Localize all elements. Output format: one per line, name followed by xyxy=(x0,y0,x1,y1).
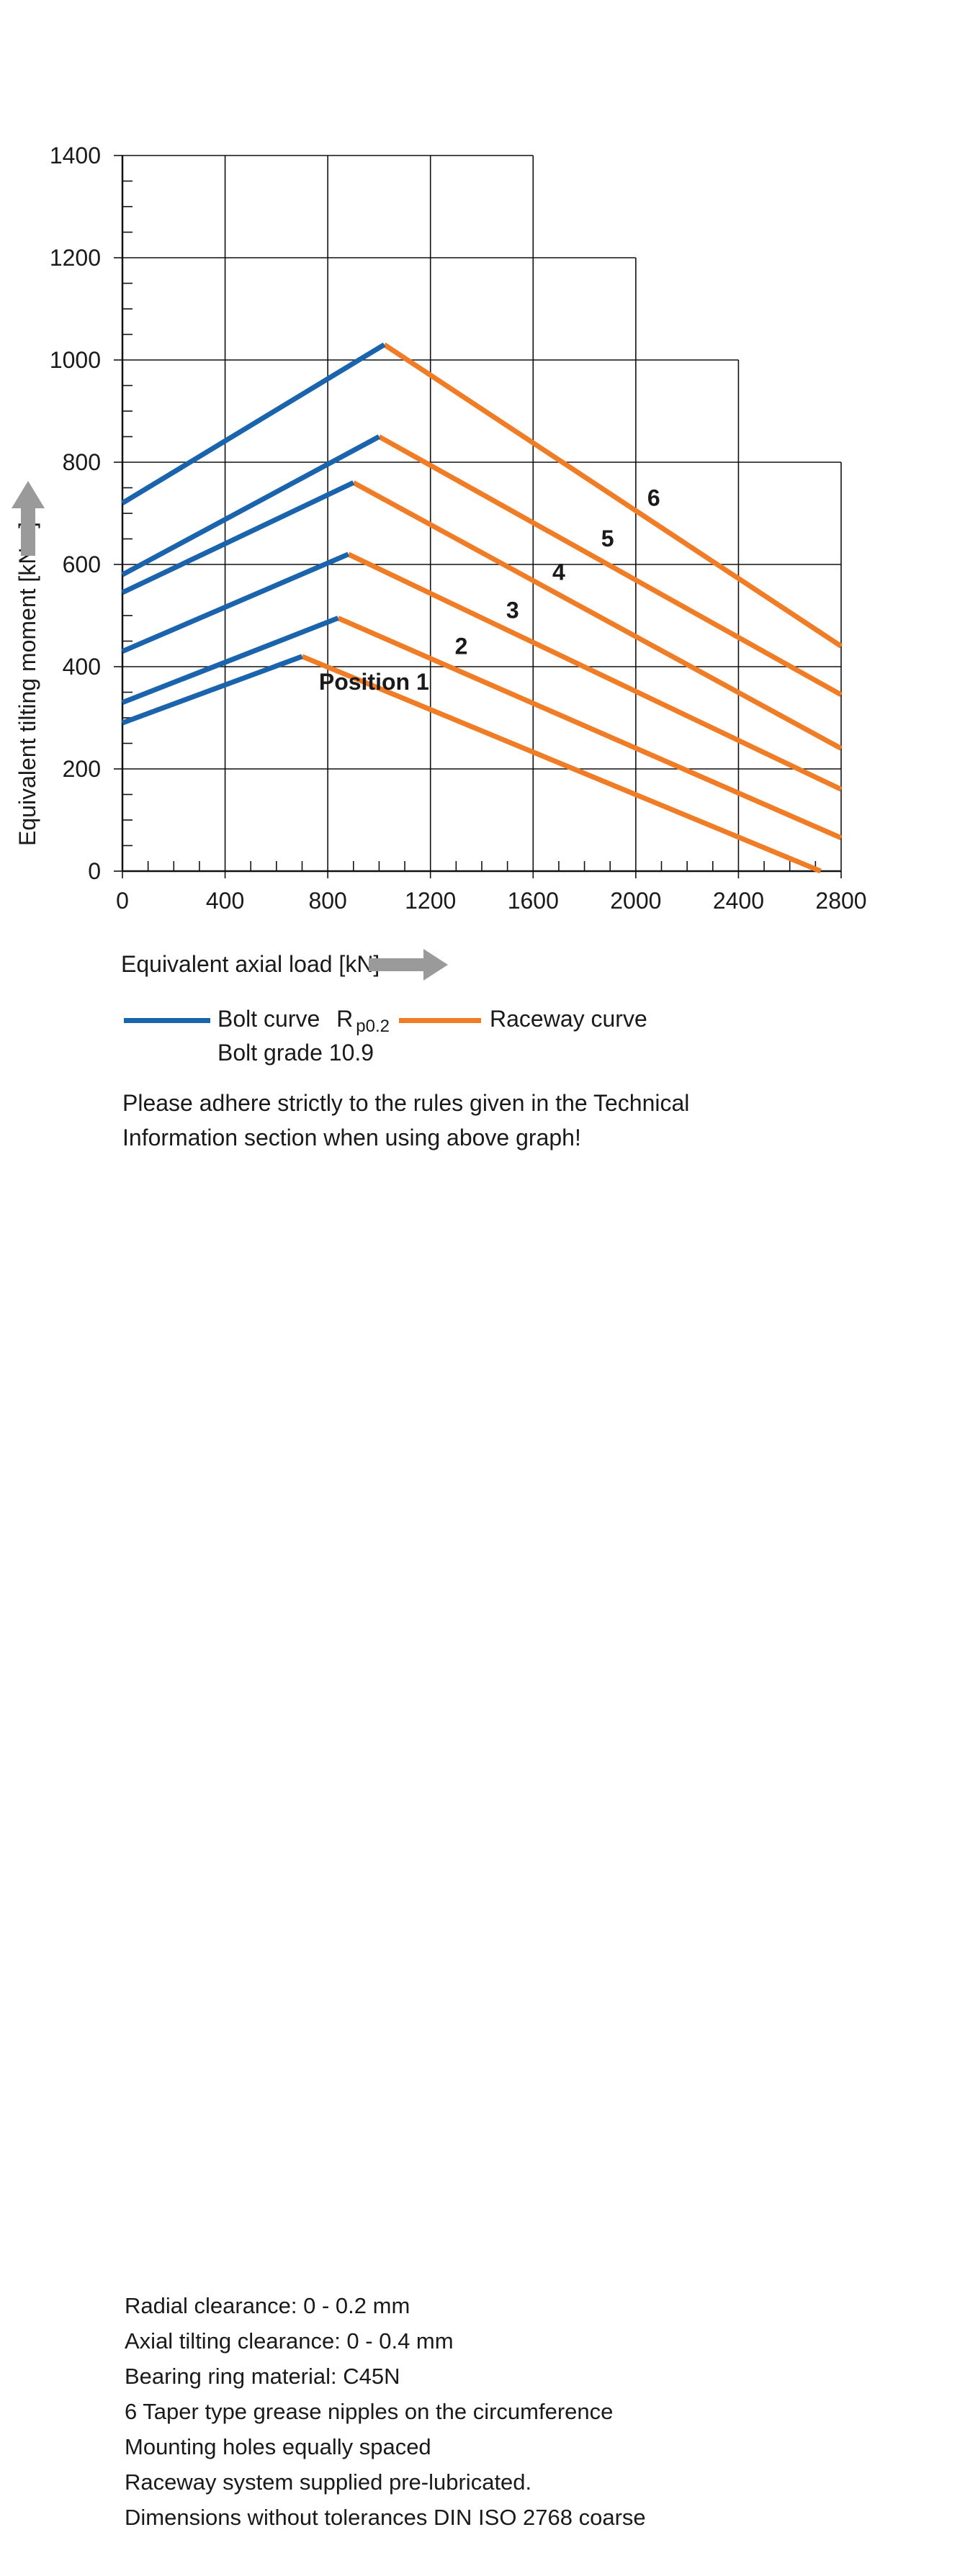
curve-label: 4 xyxy=(552,559,565,585)
usage-note: Please adhere strictly to the rules give… xyxy=(122,1086,689,1155)
y-tick-label: 0 xyxy=(88,858,101,884)
legend-bolt-grade: Bolt grade 10.9 xyxy=(217,1040,374,1066)
raceway-curve xyxy=(377,434,843,698)
raceway-curve xyxy=(382,342,843,649)
legend-raceway-label: Raceway curve xyxy=(490,1006,647,1032)
spec-item: Bearing ring material: C45N xyxy=(125,2364,400,2389)
y-tick-label: 800 xyxy=(63,449,101,475)
bolt-curve xyxy=(121,480,355,595)
spec-item: Radial clearance: 0 - 0.2 mm xyxy=(125,2293,410,2318)
raceway-curve xyxy=(301,654,822,874)
x-tick-label: 2800 xyxy=(815,888,866,914)
y-tick-label: 1400 xyxy=(50,143,101,168)
curve-label: 5 xyxy=(601,526,614,551)
x-tick-label: 400 xyxy=(206,888,244,914)
x-tick-label: 2000 xyxy=(610,888,661,914)
legend-raceway-swatch xyxy=(399,1018,481,1023)
tick-labels: 0 400 800 1200 1600 2000 2400 2800 0 200 400 600 800… xyxy=(50,143,867,914)
legend-bolt-subscript: p0.2 xyxy=(356,1017,390,1037)
y-tick-label: 200 xyxy=(63,756,101,782)
curve-labels: Position 1 2 3 4 5 6 xyxy=(319,485,660,695)
legend-bolt-swatch xyxy=(124,1018,210,1023)
axis-titles: Equivalent tilting moment [kNm] Equivale… xyxy=(14,522,380,977)
spec-item: Raceway system supplied pre-lubricated. xyxy=(125,2469,532,2495)
curve-label: 2 xyxy=(455,633,468,659)
y-tick-label: 400 xyxy=(63,654,101,680)
x-tick-label: 800 xyxy=(308,888,346,914)
spec-item: Axial tilting clearance: 0 - 0.4 mm xyxy=(125,2328,454,2354)
legend-bolt-text: Bolt curve xyxy=(217,1006,320,1032)
usage-note-line: Information section when using above gra… xyxy=(122,1125,581,1150)
spec-item: 6 Taper type grease nipples on the circu… xyxy=(125,2399,614,2424)
legend-bolt-r: R xyxy=(336,1006,354,1032)
spec-list: Radial clearance: 0 - 0.2 mm Axial tilti… xyxy=(125,2288,646,2535)
curve-label: 6 xyxy=(647,485,660,510)
x-tick-label: 1200 xyxy=(405,888,456,914)
curve-label: 3 xyxy=(506,598,519,623)
y-axis-label: Equivalent tilting moment [kNm] xyxy=(14,522,40,846)
chart-series xyxy=(121,342,843,874)
raceway-curve xyxy=(347,551,843,792)
bolt-curve xyxy=(121,342,386,505)
spec-item: Dimensions without tolerances DIN ISO 27… xyxy=(125,2505,646,2530)
raceway-curve xyxy=(336,616,843,841)
chart-grid xyxy=(121,155,842,873)
y-tick-label: 600 xyxy=(63,551,101,577)
minor-ticks xyxy=(114,155,842,878)
x-tick-label: 2400 xyxy=(713,888,764,914)
bolt-curve xyxy=(121,616,339,705)
bolt-curve xyxy=(121,434,381,577)
raceway-curve xyxy=(352,480,843,751)
load-chart: 0 400 800 1200 1600 2000 2400 2800 0 200 400 600 800… xyxy=(12,143,867,981)
y-tick-label: 1000 xyxy=(50,347,101,373)
x-axis-label: Equivalent axial load [kN] xyxy=(121,951,380,977)
spec-item: Mounting holes equally spaced xyxy=(125,2434,431,2459)
x-tick-label: 1600 xyxy=(508,888,559,914)
curve-label: Position 1 xyxy=(319,669,429,695)
bolt-curve xyxy=(121,654,303,726)
x-tick-label: 0 xyxy=(116,888,129,914)
usage-note-line: Please adhere strictly to the rules give… xyxy=(122,1090,690,1116)
bolt-curve xyxy=(121,551,350,654)
y-axis-arrow-icon xyxy=(12,481,45,556)
y-tick-label: 1200 xyxy=(50,245,101,271)
x-axis-arrow-icon xyxy=(369,949,448,981)
